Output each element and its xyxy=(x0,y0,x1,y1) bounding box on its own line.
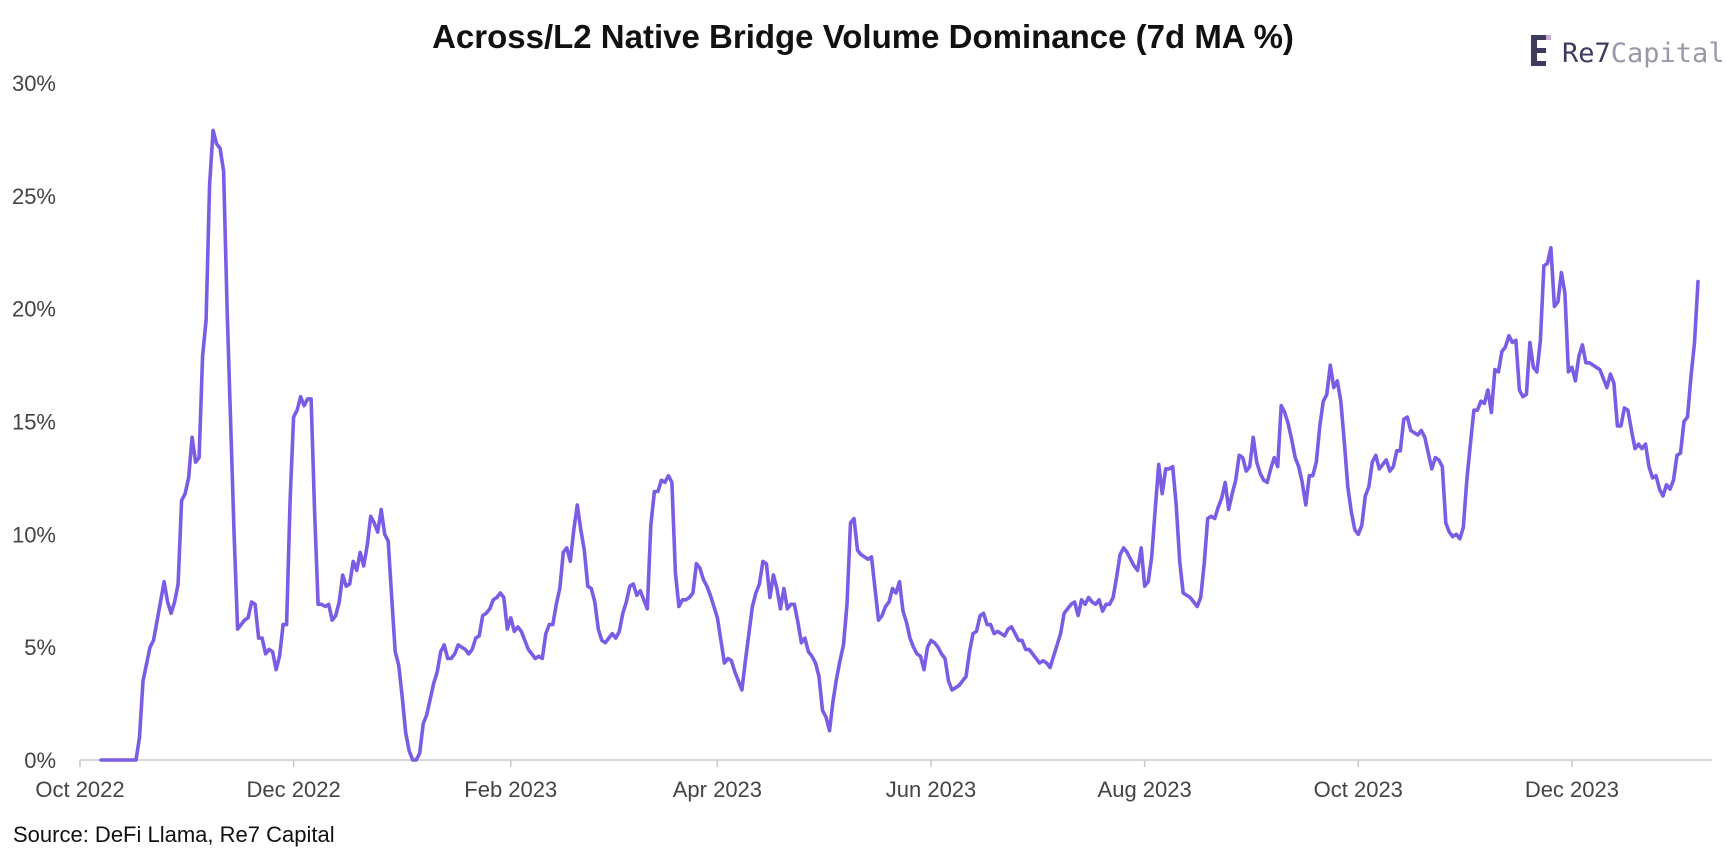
y-tick-label: 20% xyxy=(12,297,56,322)
x-tick-label: Feb 2023 xyxy=(464,777,557,802)
chart-title: Across/L2 Native Bridge Volume Dominance… xyxy=(432,18,1294,55)
series-line xyxy=(99,128,1700,762)
x-tick-label: Dec 2022 xyxy=(247,777,341,802)
x-tick-label: Dec 2023 xyxy=(1525,777,1619,802)
y-tick-label: 0% xyxy=(24,748,56,773)
y-tick-label: 10% xyxy=(12,522,56,547)
x-tick-label: Apr 2023 xyxy=(673,777,762,802)
logo-text-capital: Capital xyxy=(1611,38,1725,69)
re7-logo-icon xyxy=(1531,35,1551,66)
y-tick-label: 5% xyxy=(24,635,56,660)
svg-text:Re7Capital: Re7Capital xyxy=(1562,38,1725,69)
brand-logo: Re7Capital xyxy=(1531,35,1725,69)
x-tick-label: Aug 2023 xyxy=(1098,777,1192,802)
y-tick-label: 25% xyxy=(12,184,56,209)
y-tick-label: 30% xyxy=(12,71,56,96)
y-axis-ticks: 0% 5% 10% 15% 20% 25% 30% xyxy=(12,71,56,773)
logo-text-re7: Re7 xyxy=(1562,38,1611,69)
y-tick-label: 15% xyxy=(12,410,56,435)
x-tick-label: Oct 2022 xyxy=(35,777,124,802)
x-tick-label: Oct 2023 xyxy=(1314,777,1403,802)
x-tick-label: Jun 2023 xyxy=(886,777,977,802)
source-note: Source: DeFi Llama, Re7 Capital xyxy=(13,822,335,847)
x-axis: Oct 2022 Dec 2022 Feb 2023 Apr 2023 Jun 2023… xyxy=(35,759,1712,802)
series-layer xyxy=(99,128,1700,762)
